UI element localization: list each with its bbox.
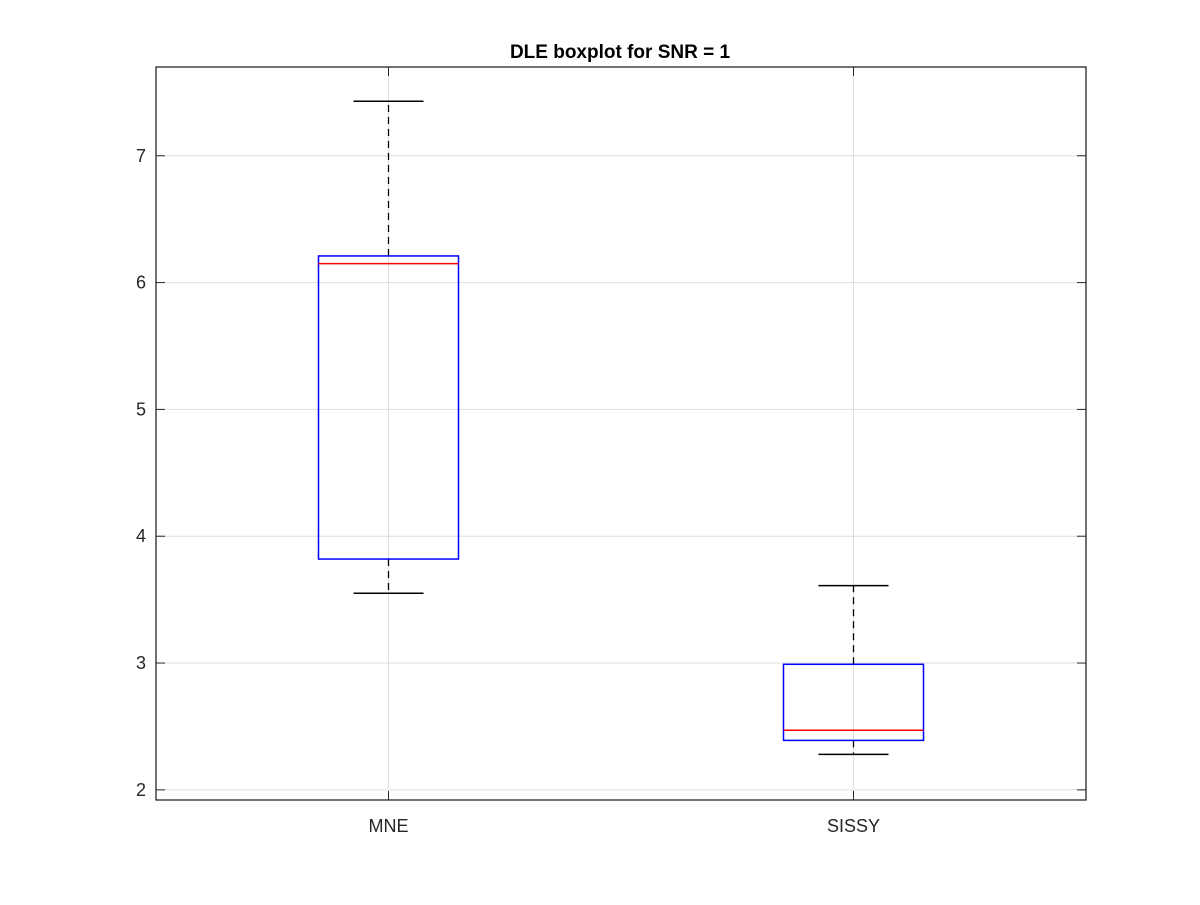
y-tick-label: 6 bbox=[136, 273, 146, 293]
y-tick-label: 4 bbox=[136, 526, 146, 546]
box-iqr bbox=[317, 255, 460, 560]
y-tick-label: 7 bbox=[136, 146, 146, 166]
box-group-mne bbox=[317, 100, 460, 595]
box-group-sissy bbox=[782, 584, 925, 756]
y-tick-label: 2 bbox=[136, 780, 146, 800]
axes-layer bbox=[155, 66, 1087, 801]
label-layer: 2 3 4 5 6 7 MNE SISSY bbox=[136, 146, 880, 836]
chart-title: DLE boxplot for SNR = 1 bbox=[510, 42, 731, 63]
x-tick-label: SISSY bbox=[827, 816, 880, 836]
x-tick-label: MNE bbox=[369, 816, 409, 836]
box-iqr bbox=[782, 663, 925, 742]
y-tick-label: 5 bbox=[136, 399, 146, 419]
y-tick-label: 3 bbox=[136, 653, 146, 673]
axes-frame bbox=[155, 66, 1087, 801]
box-layer bbox=[317, 100, 925, 756]
